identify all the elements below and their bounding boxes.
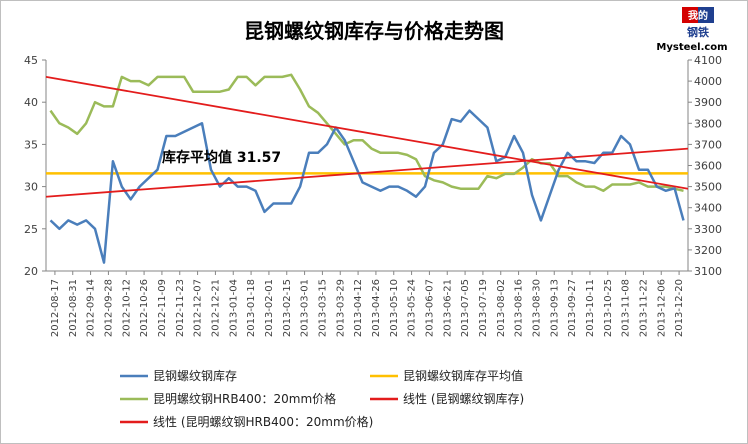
x-tick-label: 2013-04-12 — [353, 279, 364, 337]
chart-title: 昆钢螺纹钢库存与价格走势图 — [244, 19, 504, 43]
right-tick-label: 4100 — [694, 54, 722, 67]
x-tick-label: 2013-09-13 — [549, 279, 560, 337]
right-tick-label: 3100 — [694, 265, 722, 278]
logo-line2: 钢铁 — [687, 25, 709, 39]
legend-label-3: 昆明螺纹钢HRB400：20mm价格 — [153, 391, 336, 406]
x-tick-label: 2013-03-15 — [317, 279, 328, 337]
legend-label-5: 线性 (昆明螺纹钢HRB400：20mm价格) — [153, 414, 373, 429]
right-tick-label: 3500 — [694, 181, 722, 194]
x-tick-label: 2013-10-11 — [585, 279, 596, 337]
inventory-trendline — [45, 147, 689, 198]
logo-mark-blue — [698, 7, 714, 23]
right-tick-label: 3200 — [694, 244, 722, 257]
price-line — [49, 73, 684, 193]
x-tick-label: 2013-08-30 — [531, 279, 542, 337]
x-tick-label: 2013-03-01 — [300, 279, 311, 337]
x-tick-label: 2012-11-23 — [175, 279, 186, 337]
legend-label-2: 昆钢螺纹钢库存平均值 — [403, 368, 523, 383]
x-tick-label: 2012-09-14 — [86, 279, 97, 337]
right-tick-label: 4000 — [694, 75, 722, 88]
x-tick-label: 2013-11-08 — [621, 279, 632, 337]
x-tick-label: 2013-05-24 — [407, 279, 418, 337]
x-tick-label: 2012-11-09 — [157, 279, 168, 337]
x-tick-label: 2013-08-16 — [514, 279, 525, 337]
x-axis-ticks: 2012-08-17 2012-08-31 2012-09-14 2012-09-28… — [50, 271, 685, 337]
x-tick-label: 2013-08-02 — [496, 279, 507, 337]
left-tick-label: 30 — [24, 181, 38, 194]
x-tick-label: 2013-07-05 — [460, 279, 471, 337]
x-tick-label: 2013-02-01 — [264, 279, 275, 337]
legend-label-4: 线性 (昆钢螺纹钢库存) — [403, 391, 524, 406]
right-axis-ticks: 3100 3200 3300 3400 3500 3600 3700 3800 3900 4000… — [688, 54, 722, 278]
x-tick-label: 2013-07-19 — [478, 279, 489, 337]
x-tick-label: 2013-01-04 — [228, 279, 239, 337]
left-tick-label: 45 — [24, 54, 38, 67]
left-axis-ticks: 20 25 30 35 40 45 — [24, 54, 46, 278]
x-tick-label: 2012-08-31 — [68, 279, 79, 337]
x-tick-label: 2013-12-20 — [674, 279, 685, 337]
left-tick-label: 40 — [24, 96, 38, 109]
mysteel-logo: 我的 钢铁 Mysteel.com — [656, 7, 728, 53]
right-tick-label: 3800 — [694, 117, 722, 130]
x-tick-label: 2013-06-21 — [442, 279, 453, 337]
x-tick-label: 2013-09-27 — [567, 279, 578, 337]
logo-brand: Mysteel.com — [656, 42, 727, 53]
x-tick-label: 2013-12-06 — [656, 279, 667, 337]
x-tick-label: 2012-12-07 — [193, 279, 204, 337]
x-tick-label: 2012-09-28 — [103, 279, 114, 337]
x-tick-label: 2012-12-21 — [210, 279, 221, 337]
price-trendline — [45, 75, 689, 190]
right-tick-label: 3900 — [694, 96, 722, 109]
x-tick-label: 2013-04-26 — [371, 279, 382, 337]
left-tick-label: 25 — [24, 223, 38, 236]
right-tick-label: 3700 — [694, 138, 722, 151]
right-tick-label: 3300 — [694, 223, 722, 236]
logo-line1: 我的 — [688, 9, 708, 22]
x-tick-label: 2012-08-17 — [50, 279, 61, 337]
inventory-line — [49, 109, 685, 264]
right-tick-label: 3400 — [694, 202, 722, 215]
x-tick-label: 2012-10-26 — [139, 279, 150, 337]
x-tick-label: 2013-03-29 — [335, 279, 346, 337]
left-tick-label: 35 — [24, 138, 38, 151]
series-layer — [45, 73, 689, 264]
right-tick-label: 3600 — [694, 160, 722, 173]
x-tick-label: 2012-10-12 — [121, 279, 132, 337]
x-tick-label: 2013-10-25 — [603, 279, 614, 337]
legend-label-1: 昆钢螺纹钢库存 — [153, 368, 237, 383]
x-tick-label: 2013-11-22 — [638, 279, 649, 337]
x-tick-label: 2013-06-07 — [424, 279, 435, 337]
x-tick-label: 2013-05-10 — [389, 279, 400, 337]
left-tick-label: 20 — [24, 265, 38, 278]
axes — [45, 60, 689, 272]
x-tick-label: 2013-02-15 — [282, 279, 293, 337]
logo-mark-red — [682, 7, 698, 23]
average-annotation: 库存平均值 31.57 — [162, 149, 281, 166]
x-tick-label: 2013-01-18 — [246, 279, 257, 337]
